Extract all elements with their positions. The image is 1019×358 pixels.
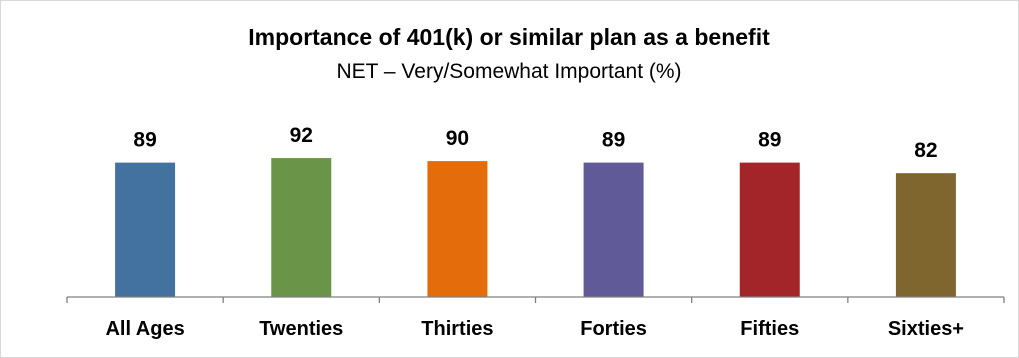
x-tick-label: Sixties+: [888, 318, 964, 340]
x-tick-label: Twenties: [259, 318, 343, 340]
x-axis: [66, 296, 1005, 303]
bar-thirties: [427, 161, 488, 297]
labels-layer: 89 All Ages 92 Twenties 90 Thirties 89 Forties 8…: [105, 124, 964, 340]
x-tick-label: Thirties: [421, 318, 493, 340]
chart-title: Importance of 401(k) or similar plan as …: [248, 24, 770, 50]
x-tick-label: Fifties: [740, 318, 799, 340]
data-label: 82: [914, 139, 937, 162]
data-label: 89: [133, 129, 156, 152]
chart-subtitle: NET – Very/Somewhat Important (%): [336, 60, 681, 83]
x-tick-label: Forties: [580, 318, 647, 340]
bar-fifties: [739, 162, 800, 297]
data-label: 89: [602, 129, 625, 152]
data-label: 89: [758, 129, 781, 152]
data-label: 92: [290, 124, 313, 147]
bar-forties: [583, 162, 644, 297]
bar-all-ages: [115, 162, 176, 297]
bar-sixties: [895, 173, 956, 297]
bars-layer: [115, 158, 956, 297]
data-label: 90: [446, 127, 469, 150]
x-tick-label: All Ages: [105, 318, 184, 340]
bar-twenties: [271, 158, 332, 297]
